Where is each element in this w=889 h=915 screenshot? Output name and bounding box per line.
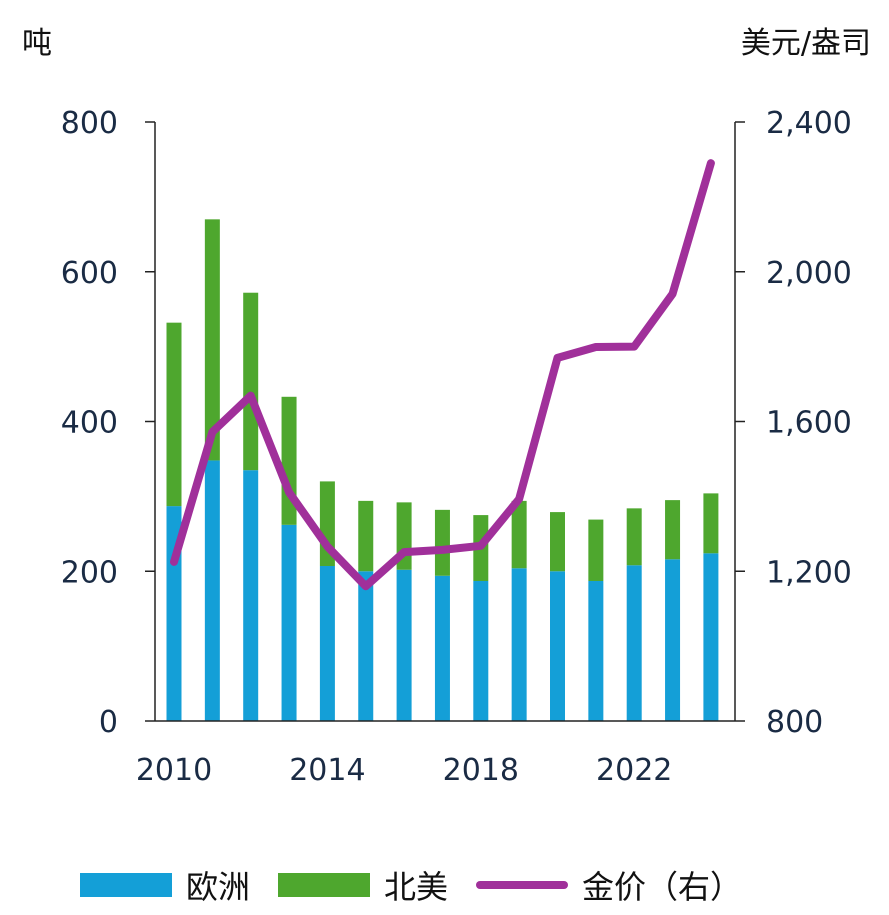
legend-label-north-america: 北美 — [384, 868, 449, 906]
bar-north-america-2011 — [204, 219, 220, 461]
line-layer — [170, 159, 715, 591]
legend: 欧洲 北美 金价（右） — [80, 860, 770, 910]
x-tick-label-2022: 2022 — [596, 753, 672, 788]
left-axis-unit-label: 吨 — [22, 26, 52, 61]
left-tick-label-600: 600 — [61, 256, 118, 291]
x-tick-label-2018: 2018 — [443, 753, 519, 788]
right-tick-label-800: 800 — [766, 705, 823, 740]
legend-item-europe: 欧洲 — [80, 862, 250, 908]
bar-north-america-2017 — [434, 509, 450, 576]
left-tick-label-800: 800 — [61, 106, 118, 141]
bar-north-america-2019 — [511, 500, 527, 569]
bar-europe-2019 — [511, 568, 527, 721]
bar-north-america-2023 — [665, 500, 681, 560]
bar-europe-2011 — [204, 460, 220, 721]
legend-label-europe: 欧洲 — [186, 868, 251, 906]
axes-layer — [145, 121, 745, 722]
x-tick-label-2014: 2014 — [289, 753, 365, 788]
x-tick-label-2010: 2010 — [136, 753, 212, 788]
bar-north-america-2015 — [358, 500, 374, 572]
bar-europe-2013 — [281, 524, 297, 721]
tick-label-layer: 0 200 400 600 800 800 1,200 1,600 2,000 2,400 2010… — [61, 106, 852, 788]
bar-europe-2012 — [243, 470, 259, 721]
bar-europe-2014 — [319, 566, 335, 721]
bar-layer — [166, 219, 719, 721]
bar-europe-2022 — [626, 565, 642, 721]
bar-north-america-2021 — [588, 519, 604, 581]
bar-europe-2017 — [434, 575, 450, 721]
bar-europe-2021 — [588, 580, 604, 721]
right-tick-label-1600: 1,600 — [766, 406, 852, 441]
bar-europe-2015 — [358, 571, 374, 721]
legend-line-gold-price — [476, 881, 569, 889]
left-tick-label-200: 200 — [61, 555, 118, 590]
bar-north-america-2020 — [550, 512, 565, 572]
bar-europe-2016 — [396, 569, 412, 721]
bar-europe-2020 — [550, 571, 565, 721]
bar-north-america-2022 — [626, 508, 642, 566]
legend-swatch-europe — [80, 873, 172, 897]
right-tick-label-2000: 2,000 — [766, 256, 852, 291]
legend-item-gold-price: 金价（右） — [476, 862, 742, 908]
left-tick-label-0: 0 — [99, 705, 118, 740]
bar-europe-2024 — [703, 553, 719, 721]
legend-item-north-america: 北美 — [278, 862, 448, 908]
bar-europe-2018 — [473, 580, 489, 721]
right-tick-label-1200: 1,200 — [766, 555, 852, 590]
bar-europe-2023 — [665, 559, 681, 721]
right-tick-label-2400: 2,400 — [766, 106, 852, 141]
right-axis-unit-label: 美元/盎司 — [740, 26, 871, 61]
bar-north-america-2012 — [243, 292, 259, 471]
bar-north-america-2024 — [703, 493, 719, 554]
legend-label-gold-price: 金价（右） — [582, 868, 743, 906]
bar-north-america-2010 — [166, 322, 182, 507]
left-tick-label-400: 400 — [61, 406, 118, 441]
legend-swatch-north-america — [278, 873, 371, 897]
